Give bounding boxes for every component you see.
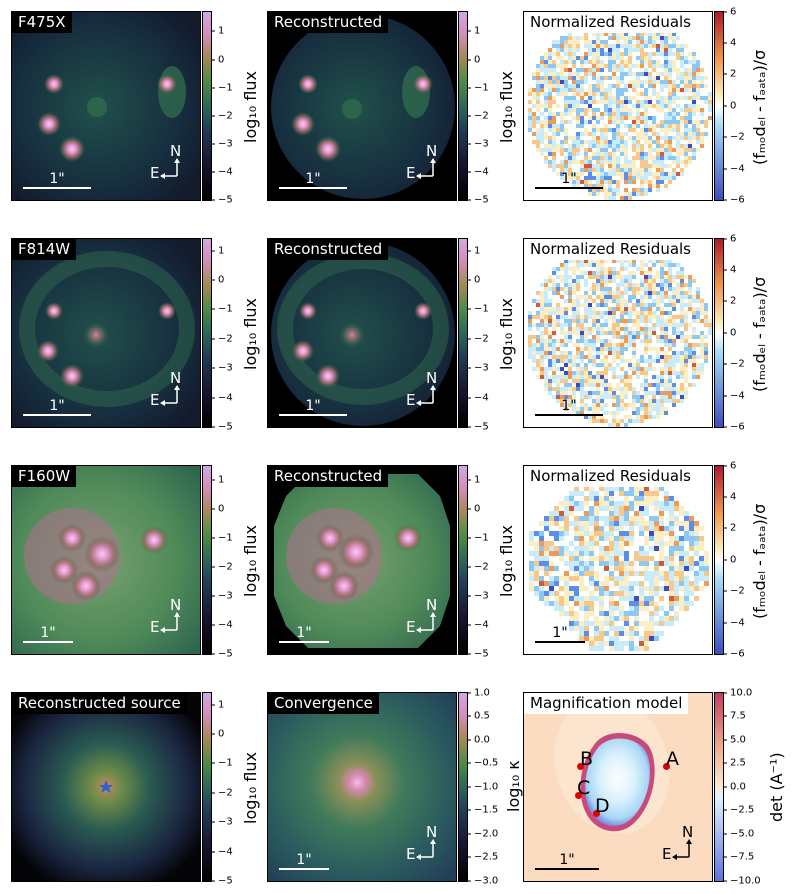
compass: N E [406, 369, 438, 409]
scale-bar: 1" [23, 399, 91, 416]
panel-title: Reconstructed [268, 239, 389, 260]
f475x-recon-image [268, 12, 456, 200]
compass: N E [406, 596, 438, 636]
image-marker-d [593, 810, 600, 817]
flux-colorbar [458, 465, 468, 655]
compass: N E [150, 596, 182, 636]
image-label-a: A [666, 748, 679, 770]
scale-bar: 1" [535, 853, 599, 870]
flux-colorbar [458, 11, 468, 201]
f475x-data-panel: F475X 1" N E [11, 11, 201, 201]
panel-title: Normalized Residuals [524, 239, 697, 260]
residual-colorbar-label: (fₘₒdₑₗ - fₔₐₜₐ)/σ [750, 276, 769, 392]
flux-colorbar-label: log₁₀ flux [497, 71, 516, 143]
flux-colorbar-label: log₁₀ flux [241, 752, 260, 824]
image-marker-b [577, 763, 584, 770]
f160w-recon-panel: Reconstructed 1" N E [267, 465, 457, 655]
f160w-data-image [12, 466, 200, 654]
image-label-d: D [595, 795, 610, 817]
image-label-c: C [577, 777, 591, 799]
scale-bar: 1" [279, 853, 329, 870]
panel-title: Normalized Residuals [524, 12, 697, 33]
scale-bar: 1" [279, 626, 329, 643]
image-marker-a [663, 763, 670, 770]
residual-colorbar [714, 238, 724, 428]
reconstructed-source-panel: Reconstructed source [11, 692, 201, 882]
panel-title: Reconstructed [268, 12, 389, 33]
convergence-panel: Convergence 1" N E [267, 692, 457, 882]
scale-bar: 1" [279, 399, 347, 416]
compass: N E [406, 142, 438, 182]
scale-bar: 1" [535, 626, 585, 643]
f814w-residual-panel: Normalized Residuals 1" [523, 238, 713, 428]
scale-bar: 1" [279, 172, 347, 189]
f160w-data-panel: F160W 1" N E [11, 465, 201, 655]
panel-title: Normalized Residuals [524, 466, 697, 487]
magnification-panel: Magnification model A B C D 1" N E [523, 692, 713, 882]
f814w-data-panel: F814W 1" N E [11, 238, 201, 428]
flux-colorbar [202, 11, 212, 201]
compass: N E [662, 823, 694, 863]
flux-colorbar [202, 238, 212, 428]
flux-colorbar [202, 465, 212, 655]
panel-title: F160W [12, 466, 77, 487]
scale-bar: 1" [23, 626, 73, 643]
residual-colorbar-label: (fₘₒdₑₗ - fₔₐₜₐ)/σ [750, 49, 769, 165]
residual-colorbar-label: (fₘₒdₑₗ - fₔₐₜₐ)/σ [750, 503, 769, 619]
panel-title: Reconstructed [268, 466, 389, 487]
panel-title: Reconstructed source [12, 693, 187, 714]
kappa-colorbar-label: log₁₀ κ [504, 760, 523, 812]
f475x-recon-panel: Reconstructed 1" N E [267, 11, 457, 201]
kappa-colorbar [458, 692, 468, 882]
scale-bar: 1" [23, 172, 91, 189]
compass: N E [150, 369, 182, 409]
f814w-recon-panel: Reconstructed 1" N E [267, 238, 457, 428]
convergence-map [268, 693, 456, 881]
flux-colorbar [458, 238, 468, 428]
flux-colorbar-label: log₁₀ flux [241, 525, 260, 597]
residual-colorbar [714, 11, 724, 201]
f160w-residual-panel: Normalized Residuals 1" [523, 465, 713, 655]
panel-title: Magnification model [524, 693, 689, 714]
f475x-residual-panel: Normalized Residuals 1" [523, 11, 713, 201]
flux-colorbar-label: log₁₀ flux [241, 71, 260, 143]
det-colorbar-label: det (A⁻¹) [767, 752, 786, 822]
source-image [12, 693, 200, 881]
compass: N E [406, 823, 438, 863]
flux-colorbar [202, 692, 212, 882]
scale-bar: 1" [535, 399, 603, 416]
image-label-b: B [580, 748, 594, 770]
panel-title: Convergence [268, 693, 379, 714]
image-marker-c [575, 792, 582, 799]
magnification-map [524, 693, 712, 881]
flux-colorbar-label: log₁₀ flux [497, 298, 516, 370]
compass: N E [150, 142, 182, 182]
residual-colorbar [714, 465, 724, 655]
f475x-data-image [12, 12, 200, 200]
panel-title: F475X [12, 12, 72, 33]
det-colorbar [714, 692, 724, 882]
f160w-recon-image [268, 466, 456, 654]
scale-bar: 1" [535, 172, 603, 189]
flux-colorbar-label: log₁₀ flux [241, 298, 260, 370]
f814w-residual-map [528, 243, 712, 427]
f814w-data-image [12, 239, 200, 427]
flux-colorbar-label: log₁₀ flux [497, 525, 516, 597]
panel-title: F814W [12, 239, 77, 260]
star-icon [99, 780, 113, 793]
f475x-residual-map [528, 16, 712, 200]
f814w-recon-image [268, 239, 456, 427]
